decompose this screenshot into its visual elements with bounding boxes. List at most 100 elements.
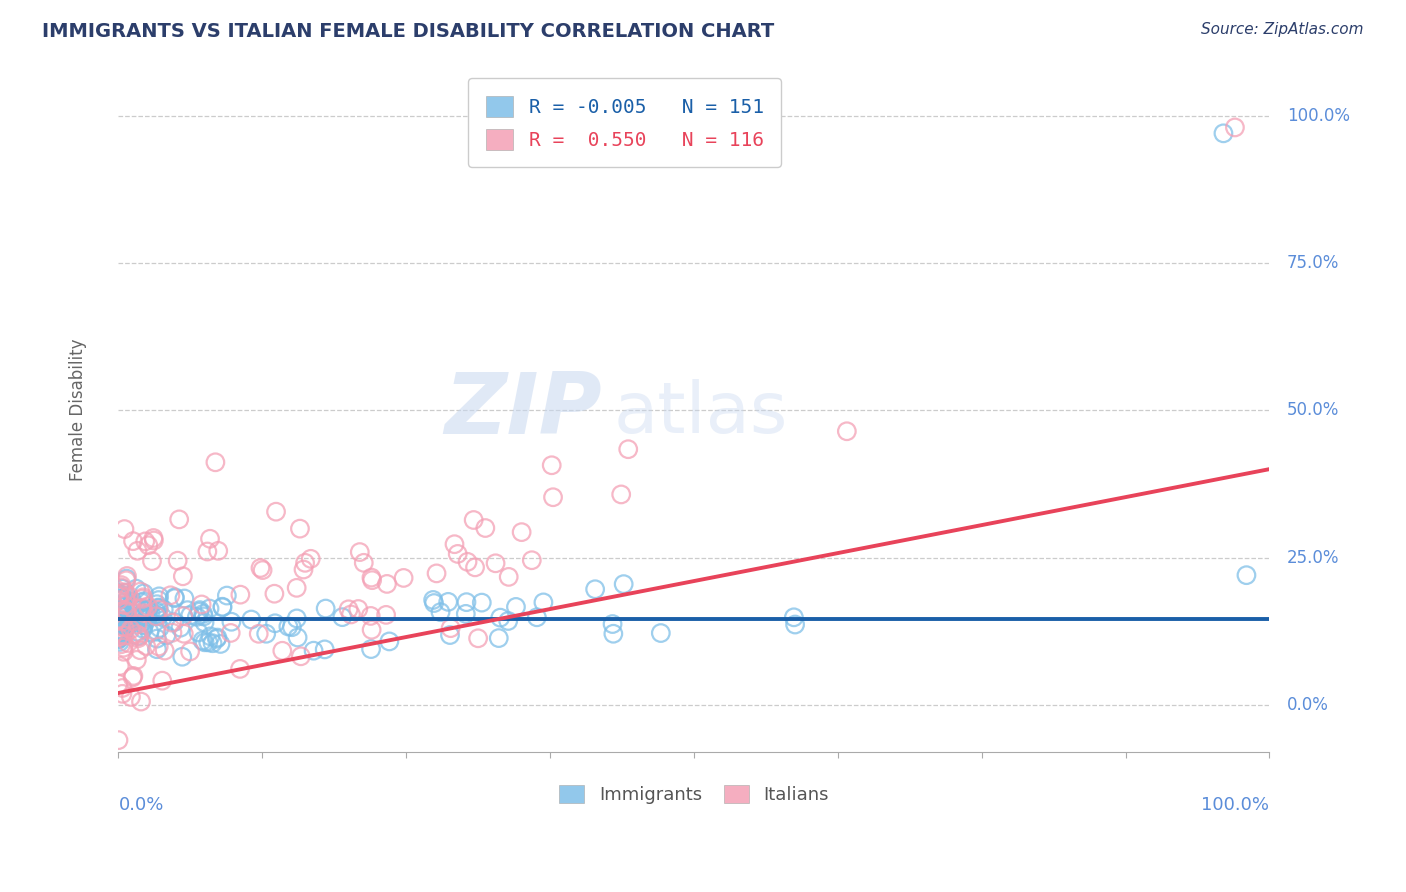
Point: [173, 591, 195, 606]
Text: 25.0%: 25.0%: [1286, 549, 1340, 566]
Point: [163, 615, 186, 629]
Point: [221, 615, 243, 629]
Point: [150, 673, 173, 688]
Point: [1236, 568, 1258, 582]
Point: [155, 628, 177, 642]
Point: [132, 622, 155, 636]
Point: [360, 609, 382, 624]
Point: [114, 629, 136, 643]
Point: [107, 606, 129, 620]
Point: [496, 614, 519, 628]
Point: [169, 621, 191, 635]
Point: [110, 578, 132, 592]
Point: [107, 623, 129, 637]
Point: [207, 631, 229, 645]
Point: [112, 585, 135, 599]
Point: [281, 620, 304, 634]
Point: [107, 623, 129, 637]
Point: [152, 602, 174, 616]
Point: [204, 455, 226, 469]
Point: [190, 598, 212, 612]
Point: [229, 662, 252, 676]
Point: [146, 642, 169, 657]
Point: [145, 604, 167, 618]
Point: [167, 512, 190, 526]
Point: [120, 623, 142, 637]
Point: [440, 621, 463, 635]
Point: [111, 687, 134, 701]
Point: [290, 649, 312, 664]
Text: ZIP: ZIP: [444, 368, 602, 451]
Point: [108, 603, 131, 617]
Point: [198, 601, 221, 615]
Point: [132, 600, 155, 615]
Point: [240, 613, 263, 627]
Point: [107, 604, 129, 618]
Point: [136, 603, 159, 617]
Point: [457, 555, 479, 569]
Point: [467, 632, 489, 646]
Point: [107, 607, 129, 622]
Point: [136, 610, 159, 624]
Point: [454, 607, 477, 621]
Point: [107, 632, 129, 646]
Point: [107, 608, 129, 623]
Point: [148, 593, 170, 607]
Point: [132, 594, 155, 608]
Point: [188, 605, 211, 619]
Point: [139, 605, 162, 619]
Text: Source: ZipAtlas.com: Source: ZipAtlas.com: [1201, 22, 1364, 37]
Point: [531, 595, 554, 609]
Point: [115, 614, 138, 628]
Point: [117, 636, 139, 650]
Point: [360, 571, 382, 585]
Point: [484, 556, 506, 570]
Point: [107, 677, 129, 691]
Point: [439, 628, 461, 642]
Point: [474, 521, 496, 535]
Point: [115, 574, 138, 588]
Point: [107, 632, 129, 647]
Point: [498, 570, 520, 584]
Point: [135, 639, 157, 653]
Point: [112, 624, 135, 639]
Text: 0.0%: 0.0%: [1286, 696, 1329, 714]
Point: [425, 566, 447, 581]
Point: [160, 615, 183, 630]
Point: [254, 626, 277, 640]
Point: [148, 603, 170, 617]
Point: [602, 617, 624, 632]
Point: [162, 625, 184, 640]
Point: [131, 595, 153, 609]
Point: [134, 534, 156, 549]
Point: [650, 626, 672, 640]
Point: [153, 643, 176, 657]
Point: [111, 629, 134, 643]
Point: [138, 625, 160, 640]
Point: [613, 577, 636, 591]
Point: [132, 591, 155, 605]
Point: [108, 615, 131, 630]
Point: [115, 569, 138, 583]
Point: [107, 624, 129, 639]
Point: [115, 619, 138, 633]
Point: [108, 602, 131, 616]
Point: [145, 624, 167, 638]
Point: [131, 607, 153, 622]
Point: [347, 602, 370, 616]
Point: [143, 607, 166, 622]
Point: [128, 629, 150, 643]
Point: [392, 571, 415, 585]
Point: [197, 635, 219, 649]
Point: [1212, 126, 1234, 140]
Point: [142, 533, 165, 548]
Point: [252, 563, 274, 577]
Point: [107, 632, 129, 646]
Point: [172, 649, 194, 664]
Point: [1223, 120, 1246, 135]
Point: [489, 610, 512, 624]
Point: [378, 634, 401, 648]
Point: [314, 642, 336, 657]
Text: atlas: atlas: [613, 379, 787, 448]
Point: [129, 695, 152, 709]
